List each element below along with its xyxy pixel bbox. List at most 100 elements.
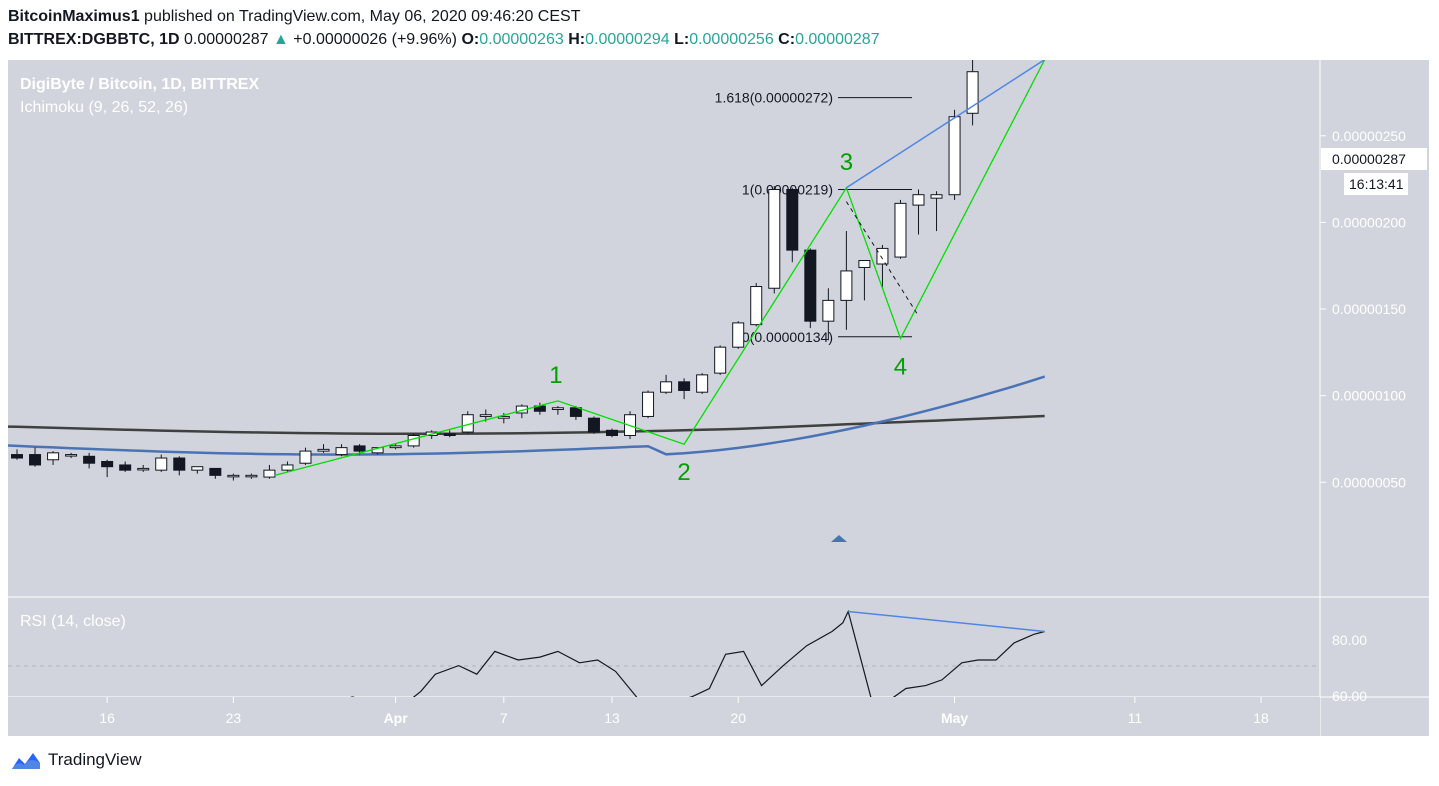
x-tick-label-1: 23: [226, 710, 242, 726]
rsi-pane: [8, 609, 1320, 736]
x-tick-label-7: 11: [1128, 710, 1143, 726]
candle-body-21: [389, 445, 402, 449]
candle-body-31: [569, 407, 582, 417]
footer: TradingView: [10, 750, 142, 770]
tradingview-logo-icon[interactable]: [10, 750, 42, 770]
candle-body-6: [119, 464, 132, 471]
brand-name[interactable]: TradingView: [48, 750, 142, 769]
trend-line: [845, 58, 1046, 189]
x-tick-label-2: Apr: [384, 710, 409, 726]
candle-body-51: [930, 194, 943, 199]
candle-body-2: [47, 452, 60, 461]
candle-body-38: [696, 374, 709, 393]
candle-body-24: [443, 433, 456, 437]
low-value: 0.00000256: [689, 31, 774, 48]
candles: [11, 59, 979, 481]
x-tick-label-6: May: [941, 710, 968, 726]
candle-body-27: [497, 415, 510, 419]
candle-body-43: [786, 189, 799, 251]
candle-body-37: [678, 381, 691, 391]
fib-label-3: 0(0.00000134): [742, 329, 833, 345]
high-label: H:: [568, 31, 586, 48]
x-tick-label-5: 20: [730, 710, 746, 726]
candle-body-53: [966, 71, 979, 114]
countdown: 16:13:41: [1349, 176, 1404, 192]
wave-label-2: 2: [677, 459, 690, 486]
price-tag-box: [1321, 148, 1427, 170]
candle-body-17: [317, 448, 330, 452]
candle-body-32: [587, 417, 600, 433]
candle-body-3: [65, 454, 78, 457]
open-value: 0.00000263: [479, 31, 564, 48]
close-label: C:: [778, 31, 796, 48]
base-line: [0, 375, 1046, 456]
ohlc-line: BITTREX:DGBBTC, 1D 0.00000287 ▲ +0.00000…: [8, 31, 880, 49]
candle-body-19: [353, 445, 366, 452]
axes: 0.000003000.000002500.000002000.00000150…: [99, 41, 1406, 726]
price-chart[interactable]: 2.27(0.00000328)1.618(0.00000272)1(0.000…: [0, 0, 1429, 736]
candle-body-0: [11, 454, 23, 459]
candle-body-12: [227, 474, 240, 478]
wave-label-4: 4: [894, 353, 907, 380]
candle-body-4: [83, 455, 96, 464]
candle-body-33: [605, 429, 618, 437]
change-value: +0.00000026 (+9.96%): [293, 31, 457, 48]
candle-body-15: [281, 464, 294, 471]
cross-marker-icon: [831, 535, 847, 542]
last-price: 0.00000287: [184, 31, 269, 48]
wave-label-3: 3: [840, 149, 853, 176]
candle-body-47: [858, 260, 871, 268]
change-arrow-icon: ▲: [273, 31, 289, 48]
elliott-wave-count: 12345: [274, 21, 1051, 486]
y-tick-label-1: 0.00000250: [1332, 128, 1406, 144]
candle-body-1: [29, 454, 42, 466]
y-tick-label-4: 0.00000100: [1332, 388, 1406, 404]
candle-body-36: [660, 381, 673, 393]
candle-body-49: [894, 202, 907, 258]
candle-body-26: [479, 414, 492, 417]
author-name[interactable]: BitcoinMaximus1: [8, 8, 140, 25]
candle-body-9: [173, 457, 186, 471]
x-tick-label-3: 7: [500, 710, 508, 726]
rsi-label: RSI (14, close): [20, 613, 126, 630]
candle-body-22: [407, 435, 420, 447]
candle-body-39: [714, 346, 727, 374]
candle-body-14: [263, 469, 276, 478]
rsi-clip-mask: [8, 697, 1320, 736]
ichimoku-lines: [0, 375, 1046, 542]
x-tick-label-0: 16: [99, 710, 115, 726]
candle-body-48: [876, 247, 889, 265]
candle-body-16: [299, 450, 312, 464]
chart-title: DigiByte / Bitcoin, 1D, BITTREX: [20, 76, 259, 93]
candle-body-5: [101, 460, 114, 468]
y-tick-label-2: 0.00000200: [1332, 214, 1406, 230]
candle-body-52: [948, 116, 961, 196]
chart-background: [8, 60, 1429, 736]
rsi-line: [341, 609, 1045, 701]
y-tick-label-5: 0.00000050: [1332, 474, 1406, 490]
x-tick-label-4: 13: [604, 710, 620, 726]
indicator-label: Ichimoku (9, 26, 52, 26): [20, 99, 188, 116]
countdown-box: [1344, 173, 1408, 195]
high-value: 0.00000294: [585, 31, 670, 48]
rsi-tick-label-1: 60.00: [1332, 688, 1367, 704]
fib-label-1: 1.618(0.00000272): [715, 90, 833, 106]
low-label: L:: [674, 31, 690, 48]
open-label: O:: [461, 31, 480, 48]
correction-dashed-line: [845, 201, 919, 317]
candle-body-30: [551, 407, 564, 411]
candle-body-18: [335, 447, 348, 456]
candle-body-10: [191, 466, 204, 471]
chart-frame[interactable]: 2.27(0.00000328)1.618(0.00000272)1(0.000…: [0, 0, 1429, 736]
published-text: published on TradingView.com, May 06, 20…: [144, 8, 581, 25]
price-tag: 0.00000287: [1332, 151, 1406, 167]
rsi-divergence-line: [848, 610, 1045, 633]
candle-body-45: [822, 299, 835, 322]
x-tick-label-8: 18: [1253, 710, 1269, 726]
candle-body-40: [732, 322, 745, 348]
candle-body-42: [768, 189, 781, 289]
candle-body-11: [209, 467, 222, 476]
candle-body-8: [155, 457, 168, 471]
elliott-wave-path: [274, 59, 1046, 477]
candle-body-41: [750, 286, 763, 326]
